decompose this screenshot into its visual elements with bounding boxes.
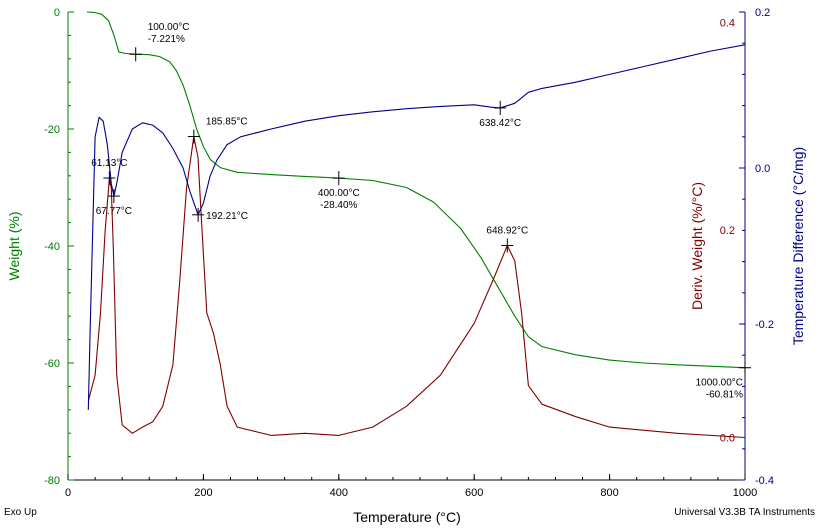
x-tick-label: 600	[465, 487, 483, 499]
x-tick-label: 400	[330, 487, 348, 499]
marker-group: 100.00°C-7.221% 400.00°C-28.40% 1000.00°C-…	[91, 22, 751, 401]
marker-annotation: 100.00°C	[148, 22, 190, 33]
marker-annotation: 638.42°C	[479, 118, 521, 129]
footer-instrument: Universal V3.3B TA Instruments	[674, 507, 815, 518]
marker-annotation: -60.81%	[706, 390, 743, 401]
marker-annotation: -28.40%	[320, 200, 357, 211]
marker-annotation: 185.85°C	[206, 117, 248, 128]
x-axis-title: Temperature (°C)	[353, 509, 461, 525]
x-tick-label: 1000	[733, 487, 757, 499]
marker-annotation: 67.77°C	[96, 206, 132, 217]
weight-series-line	[86, 11, 746, 369]
temp-diff-axis-title: Temperature Difference (°C/mg)	[790, 147, 806, 345]
footer-exo-up: Exo Up	[4, 507, 37, 518]
axes: 0 200 400 600 800 1000 0 -20 -40 -60 -80 0.2 0.0 -0.2…	[44, 7, 774, 499]
x-tick-label: 200	[194, 487, 212, 499]
weight-tick-label: -40	[44, 241, 60, 253]
marker-annotation: 192.21°C	[206, 211, 248, 222]
weight-tick-label: -20	[44, 124, 60, 136]
deriv-weight-tick-label: 0.0	[720, 432, 735, 444]
series-group	[86, 11, 746, 439]
temp-diff-tick-label: -0.2	[755, 319, 774, 331]
temp-diff-tick-label: -0.4	[755, 475, 774, 487]
deriv-weight-tick-label: 0.2	[720, 225, 735, 237]
marker-annotation: 400.00°C	[318, 188, 360, 199]
weight-tick-label: -60	[44, 358, 60, 370]
x-tick-label: 0	[65, 487, 71, 499]
weight-tick-label: 0	[54, 7, 60, 19]
temp-diff-tick-label: 0.0	[755, 163, 770, 175]
weight-axis-title: Weight (%)	[6, 212, 22, 281]
weight-tick-label: -80	[44, 475, 60, 487]
temp-diff-series-line	[87, 44, 746, 410]
deriv-weight-series-line	[87, 135, 746, 439]
marker-annotation: -7.221%	[148, 34, 185, 45]
deriv-weight-tick-label: 0.4	[720, 17, 735, 29]
x-tick-label: 800	[600, 487, 618, 499]
marker-annotation: 648.92°C	[486, 225, 528, 236]
deriv-weight-axis-title: Deriv. Weight (%/°C)	[689, 182, 705, 310]
marker-annotation: 1000.00°C	[696, 378, 743, 389]
marker-annotation: 61.13°C	[91, 158, 127, 169]
temp-diff-tick-label: 0.2	[755, 7, 770, 19]
